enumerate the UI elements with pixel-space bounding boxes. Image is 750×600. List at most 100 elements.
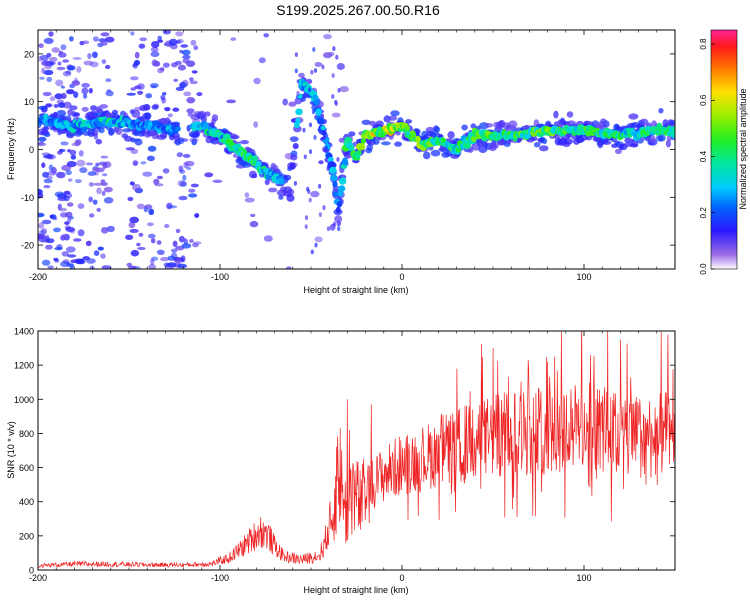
heatmap-halo-cell: [388, 115, 398, 121]
y-tick-label: 600: [19, 463, 34, 473]
heatmap-speckle: [45, 238, 55, 244]
heatmap-speckle: [134, 51, 140, 59]
heatmap-speckle: [77, 203, 85, 210]
heatmap-speckle: [296, 90, 300, 96]
y-tick-label: 200: [19, 531, 34, 541]
heatmap-speckle: [42, 171, 49, 178]
heatmap-halo-cell: [283, 174, 292, 181]
y-tick-label: -20: [21, 241, 34, 251]
heatmap-speckle: [102, 162, 108, 169]
heatmap-speckle: [286, 266, 292, 269]
heatmap-speckle: [156, 249, 165, 255]
heatmap-speckle: [102, 173, 108, 177]
heatmap-speckle: [95, 162, 100, 167]
colorbar-tick-label: 0.6: [699, 94, 708, 106]
heatmap-speckle: [129, 228, 139, 233]
heatmap-speckle: [308, 122, 313, 128]
heatmap-speckle: [189, 77, 194, 82]
heatmap-halo-cell: [639, 118, 649, 126]
heatmap-speckle: [54, 93, 63, 100]
heatmap-speckle: [134, 85, 142, 90]
heatmap-speckle: [263, 33, 270, 38]
heatmap-halo-cell: [372, 138, 380, 145]
heatmap-speckle: [53, 103, 59, 108]
heatmap-speckle: [61, 251, 69, 257]
heatmap-speckle: [89, 265, 95, 269]
heatmap-speckle: [192, 241, 202, 245]
heatmap-speckle: [92, 167, 100, 173]
heatmap-ridge-cell: [313, 99, 320, 106]
heatmap-speckle: [179, 49, 184, 54]
heatmap-halo-cell: [204, 111, 211, 117]
heatmap-speckle: [96, 187, 102, 195]
heatmap-halo-cell: [563, 138, 574, 145]
heatmap-halo-cell: [306, 78, 313, 85]
heatmap-speckle: [150, 46, 159, 53]
heatmap-speckle: [53, 227, 61, 233]
heatmap-speckle: [180, 255, 186, 263]
heatmap-speckle: [67, 65, 76, 71]
heatmap-speckle: [88, 88, 93, 94]
heatmap-speckle: [308, 149, 313, 155]
heatmap-halo-cell: [366, 144, 374, 151]
heatmap-speckle: [45, 244, 53, 250]
y-tick-label: 0: [29, 145, 34, 155]
heatmap-speckle: [81, 82, 90, 88]
heatmap-halo-cell: [134, 138, 143, 146]
heatmap-speckle: [226, 99, 237, 104]
heatmap-halo-cell: [531, 136, 538, 141]
heatmap-speckle: [310, 190, 320, 198]
heatmap-speckle: [137, 246, 146, 251]
colorbar-tick-label: 0.4: [699, 150, 708, 162]
heatmap-speckle: [106, 225, 115, 233]
heatmap-speckle: [49, 214, 54, 218]
heatmap-ridge-cell: [336, 201, 343, 208]
heatmap-halo-cell: [669, 119, 675, 126]
heatmap-speckle: [177, 39, 184, 44]
heatmap-speckle: [313, 68, 318, 73]
heatmap-speckle: [328, 51, 335, 57]
heatmap-speckle: [38, 212, 45, 218]
heatmap-ridge-cell: [341, 157, 348, 166]
heatmap-speckle: [41, 60, 51, 66]
heatmap-ridge-cell: [415, 135, 421, 143]
heatmap-halo-cell: [240, 140, 249, 145]
heatmap-ridge-cell: [356, 150, 362, 156]
heatmap-speckle: [310, 249, 314, 255]
heatmap-speckle: [153, 178, 160, 185]
heatmap-halo-cell: [111, 109, 119, 115]
heatmap-speckle: [38, 105, 48, 110]
heatmap-speckle: [174, 60, 182, 65]
heatmap-speckle: [332, 46, 336, 51]
heatmap-speckle: [258, 57, 266, 64]
heatmap-speckle: [56, 150, 63, 155]
heatmap-speckle: [101, 59, 107, 64]
heatmap-speckle: [73, 238, 82, 242]
y-tick-label: 20: [24, 49, 34, 59]
heatmap-speckle: [38, 136, 47, 142]
heatmap-speckle: [88, 182, 94, 187]
heatmap-halo-cell: [173, 135, 181, 142]
heatmap-halo-cell: [430, 149, 441, 157]
y-tick-label: 1200: [14, 361, 34, 371]
heatmap-speckle: [57, 61, 62, 66]
heatmap-speckle: [132, 183, 141, 191]
heatmap-speckle: [70, 154, 77, 160]
x-tick-label: -100: [211, 272, 229, 282]
heatmap-halo-cell: [200, 115, 207, 123]
x-tick-label: -100: [211, 573, 229, 583]
heatmap-speckle: [88, 196, 93, 203]
heatmap-ridge-cell: [255, 161, 262, 167]
heatmap-speckle: [160, 94, 166, 101]
heatmap-speckle: [249, 213, 256, 218]
heatmap-speckle: [43, 69, 54, 76]
heatmap-speckle: [314, 236, 323, 243]
heatmap-halo-cell: [123, 135, 133, 142]
heatmap-speckle: [86, 258, 96, 264]
heatmap-speckle: [38, 142, 47, 147]
heatmap-speckle: [54, 247, 63, 251]
heatmap-speckle: [156, 240, 162, 245]
heatmap-halo-cell: [230, 134, 240, 140]
heatmap-speckle: [194, 213, 200, 218]
